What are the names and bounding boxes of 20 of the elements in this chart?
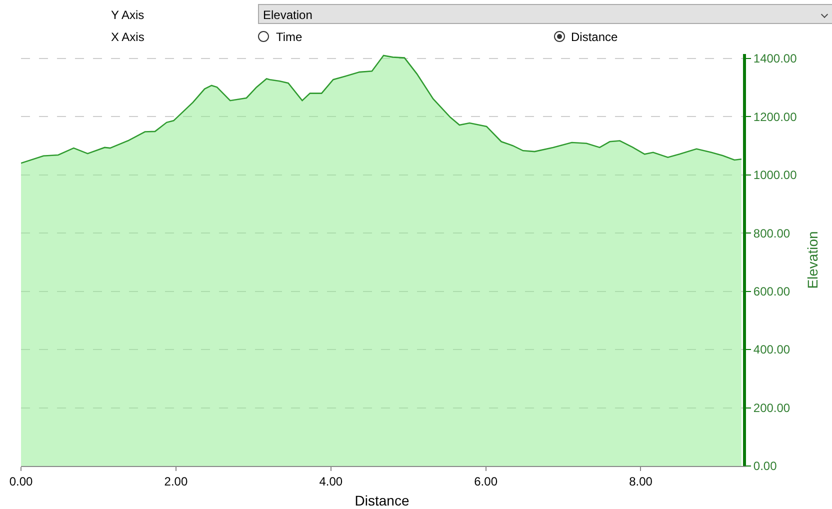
y-tick-label: 1000.00 (753, 168, 798, 182)
y-tick-label: 800.00 (753, 226, 790, 240)
text: Distance (571, 30, 618, 44)
y-axis-title: Elevation (804, 231, 820, 289)
y-tick-label: 1400.00 (753, 52, 798, 66)
text: Y Axis (111, 8, 144, 22)
text: Time (276, 30, 302, 44)
y-tick-label: 600.00 (753, 284, 790, 298)
x-tick-label: 4.00 (319, 474, 343, 488)
x-tick-label: 8.00 (629, 474, 653, 488)
y-tick-label: 0.00 (753, 459, 778, 474)
y-tick-label: 1200.00 (753, 110, 798, 124)
x-tick-label: 6.00 (474, 474, 498, 488)
text: Elevation (263, 8, 312, 22)
text: X Axis (111, 30, 144, 44)
y-tick-label: 200.00 (753, 400, 790, 415)
x-tick-label: 0.00 (9, 474, 33, 488)
y-tick-label: 400.00 (753, 342, 790, 357)
x-tick-label: 2.00 (164, 474, 188, 488)
x-axis-title: Distance (354, 492, 410, 509)
